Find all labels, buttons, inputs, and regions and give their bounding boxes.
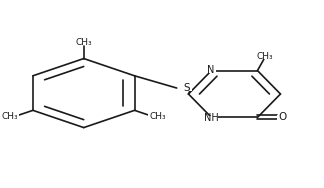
- FancyBboxPatch shape: [277, 115, 287, 120]
- FancyBboxPatch shape: [74, 40, 93, 45]
- FancyBboxPatch shape: [205, 116, 218, 121]
- Text: O: O: [278, 112, 286, 122]
- FancyBboxPatch shape: [148, 114, 167, 119]
- FancyBboxPatch shape: [256, 54, 274, 59]
- Text: CH₃: CH₃: [257, 52, 273, 61]
- FancyBboxPatch shape: [181, 86, 192, 91]
- Text: S: S: [183, 83, 190, 93]
- FancyBboxPatch shape: [0, 114, 19, 119]
- Text: N: N: [207, 65, 214, 75]
- Text: CH₃: CH₃: [149, 112, 166, 121]
- Text: CH₃: CH₃: [2, 112, 18, 121]
- Text: CH₃: CH₃: [75, 38, 92, 47]
- Text: NH: NH: [204, 113, 219, 123]
- FancyBboxPatch shape: [205, 67, 216, 73]
